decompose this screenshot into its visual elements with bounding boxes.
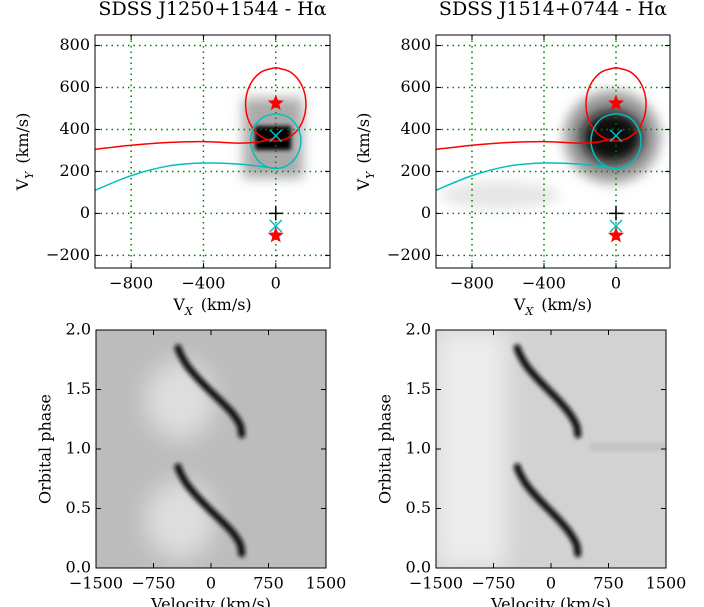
y-tick-label: 0.0 (406, 558, 431, 577)
x-tick-label: 750 (253, 574, 284, 593)
axis-label: VY (km/s) (354, 113, 377, 192)
star-marker (607, 94, 625, 111)
x-tick-label: −1500 (409, 574, 463, 593)
axis-label-unit: (km/s) (354, 113, 373, 164)
x-tick-label: −750 (132, 574, 176, 593)
axes-frame (435, 329, 667, 569)
x-tick-label: −800 (450, 274, 494, 293)
axis-label-unit: (km/s) (201, 295, 252, 314)
x-tick-label: −400 (522, 274, 566, 293)
x-tick-label: 0 (546, 574, 556, 593)
x-tick-label: 0 (206, 574, 216, 593)
x-tick-label: 750 (593, 574, 624, 593)
axis-label-unit: (km/s) (541, 295, 592, 314)
cross-marker (269, 219, 283, 233)
cross-marker (609, 129, 623, 143)
chart-title: SDSS J1514+0744 - Hα (439, 0, 667, 20)
x-tick-label: 1500 (646, 574, 687, 593)
y-tick-label: 0.0 (66, 558, 91, 577)
y-tick-label: 2.0 (406, 320, 431, 339)
model-curve (436, 137, 617, 151)
axes-frame (95, 329, 327, 569)
s-wave (513, 344, 582, 558)
axis-label-symbol: V (13, 178, 32, 191)
y-tick-label: −200 (46, 245, 90, 264)
model-curve (585, 66, 647, 142)
model-curve (436, 162, 617, 192)
axis-label-symbol: V (513, 295, 526, 314)
plot-area (174, 344, 246, 558)
axis-label: Orbital phase (376, 394, 395, 504)
plot-area (513, 344, 582, 558)
axis-label: Orbital phase (36, 394, 55, 504)
x-tick-label: 0 (611, 274, 621, 293)
x-tick-label: 0 (271, 274, 281, 293)
y-tick-label: 600 (400, 77, 431, 96)
y-tick-label: 1.5 (406, 379, 431, 398)
y-tick-label: 1.0 (406, 439, 431, 458)
y-tick-label: 600 (59, 77, 90, 96)
y-tick-label: 800 (400, 35, 431, 54)
axis-label-symbol: V (354, 178, 373, 191)
plus-marker (609, 206, 623, 221)
x-tick-label: −750 (472, 574, 516, 593)
x-tick-label: −800 (109, 274, 153, 293)
s-wave (174, 344, 246, 558)
axis-label: Velocity (km/s) (490, 595, 611, 607)
cross-marker (609, 219, 623, 233)
axes-frame (435, 34, 671, 269)
axis-label-unit: (km/s) (13, 113, 32, 164)
plus-marker (268, 206, 283, 221)
y-tick-label: 1.5 (66, 379, 91, 398)
y-tick-label: 200 (400, 161, 431, 180)
x-tick-label: −1500 (69, 574, 123, 593)
axis-label: Velocity (km/s) (150, 595, 271, 607)
axis-label-subscript: Y (364, 170, 377, 179)
model-curve (244, 66, 307, 142)
spectrum-image (436, 330, 666, 568)
axis-label: VX (km/s) (513, 295, 592, 318)
star-marker (267, 94, 284, 111)
y-tick-label: 2.0 (66, 320, 91, 339)
y-tick-label: 400 (59, 119, 90, 138)
y-tick-label: 0 (80, 203, 90, 222)
cross-marker (269, 129, 283, 143)
x-tick-label: 1500 (306, 574, 347, 593)
y-tick-label: −200 (387, 245, 431, 264)
axis-label: VX (km/s) (172, 295, 251, 318)
plot-area (95, 66, 307, 243)
axis-label-symbol: V (172, 295, 185, 314)
chart-title: SDSS J1250+1544 - Hα (98, 0, 326, 20)
y-tick-label: 0.5 (66, 498, 91, 517)
model-curve (95, 137, 276, 151)
y-tick-label: 1.0 (66, 439, 91, 458)
axis-label: VY (km/s) (13, 113, 36, 192)
plus-marker (268, 126, 283, 141)
axis-label-subscript: Y (23, 170, 36, 179)
x-tick-label: −400 (181, 274, 225, 293)
model-curve (590, 112, 642, 170)
model-curve (249, 112, 302, 170)
y-tick-label: 0 (421, 203, 431, 222)
star-marker (607, 226, 625, 243)
model-curve (95, 162, 276, 192)
plus-marker (609, 126, 623, 141)
axis-label-subscript: X (184, 305, 194, 318)
y-tick-label: 0.5 (406, 498, 431, 517)
y-tick-label: 200 (59, 161, 90, 180)
plot-area (436, 66, 647, 243)
star-marker (267, 226, 284, 243)
axes-frame (94, 34, 331, 269)
axis-label-subscript: X (524, 305, 534, 318)
spectrum-image (96, 330, 326, 568)
y-tick-label: 800 (59, 35, 90, 54)
tomogram-image (440, 91, 660, 209)
y-tick-label: 400 (400, 119, 431, 138)
